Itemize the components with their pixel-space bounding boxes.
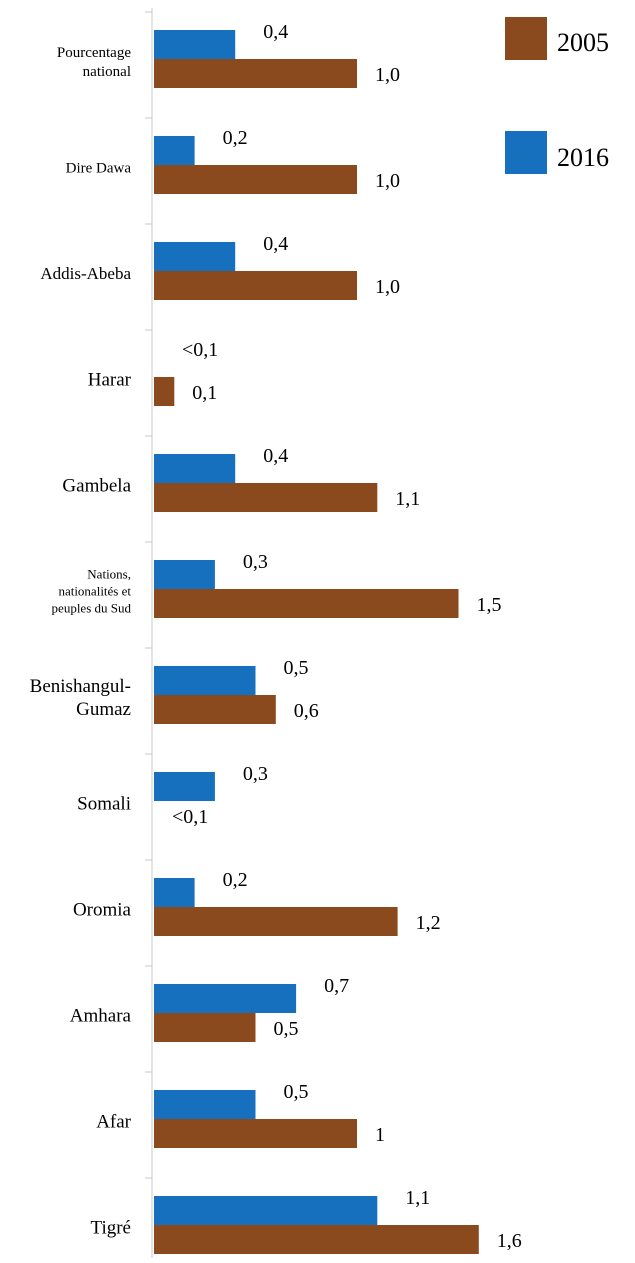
bar-2016-2 bbox=[154, 136, 195, 165]
value-label-2016-10: 0,7 bbox=[324, 975, 349, 997]
bar-2005-5 bbox=[154, 483, 378, 512]
legend: 2005 2016 bbox=[505, 17, 609, 174]
value-label-2005-10: 0,5 bbox=[274, 1018, 299, 1040]
bar-2016-11 bbox=[154, 1090, 256, 1119]
value-label-2016-2: 0,2 bbox=[223, 127, 248, 149]
value-labels: 0,4 1,0 0,2 1,0 0,4 1,0 <0,1 0,1 0,4 1,1 0,3 1,5 0,5… bbox=[172, 21, 522, 1252]
legend-label-2005: 2005 bbox=[557, 28, 609, 57]
bar-2005-4 bbox=[154, 377, 175, 406]
bar-2016-10 bbox=[154, 984, 297, 1013]
legend-swatch-2016 bbox=[505, 131, 547, 174]
category-label-3: Addis-Abeba bbox=[40, 264, 131, 283]
category-label-7: Benishangul-Gumaz bbox=[30, 676, 131, 720]
bar-2005-2 bbox=[154, 165, 357, 194]
category-label-8: Somali bbox=[77, 794, 131, 815]
bar-2005-12 bbox=[154, 1225, 479, 1254]
axis-ticks bbox=[145, 11, 152, 1179]
bar-2005-10 bbox=[154, 1013, 256, 1042]
category-label-2: Dire Dawa bbox=[66, 160, 132, 176]
value-label-2016-3: 0,4 bbox=[263, 233, 288, 255]
category-label-1: Pourcentage national bbox=[57, 45, 131, 80]
value-label-2016-5: 0,4 bbox=[263, 445, 288, 467]
value-label-2005-4: 0,1 bbox=[192, 382, 217, 404]
bar-2005-9 bbox=[154, 907, 398, 936]
bar-2016-3 bbox=[154, 242, 236, 271]
bar-2005-6 bbox=[154, 589, 459, 618]
bar-2016-6 bbox=[154, 560, 215, 589]
legend-label-2016: 2016 bbox=[557, 143, 609, 172]
legend-swatch-2005 bbox=[505, 17, 547, 60]
bar-2005-1 bbox=[154, 59, 357, 88]
bar-2005-7 bbox=[154, 695, 276, 724]
bar-2016-12 bbox=[154, 1196, 378, 1225]
value-label-2005-11: 1 bbox=[375, 1124, 385, 1146]
value-label-2016-8: 0,3 bbox=[243, 763, 268, 785]
value-label-2016-9: 0,2 bbox=[223, 869, 248, 891]
value-label-2016-11: 0,5 bbox=[284, 1081, 309, 1103]
value-label-2005-7: 0,6 bbox=[294, 700, 319, 722]
value-label-2005-3: 1,0 bbox=[375, 276, 400, 298]
category-label-11: Afar bbox=[96, 1112, 131, 1133]
bar-2016-1 bbox=[154, 30, 236, 59]
value-label-2016-6: 0,3 bbox=[243, 551, 268, 573]
category-label-5: Gambela bbox=[62, 476, 131, 497]
category-label-6: Nations, nationalités et peuples du Sud bbox=[52, 567, 132, 616]
value-label-2016-7: 0,5 bbox=[284, 657, 309, 679]
bar-2016-9 bbox=[154, 878, 195, 907]
value-label-2005-6: 1,5 bbox=[477, 594, 502, 616]
bar-2005-11 bbox=[154, 1119, 357, 1148]
value-label-2005-12: 1,6 bbox=[497, 1230, 522, 1252]
value-label-2005-2: 1,0 bbox=[375, 170, 400, 192]
value-label-2016-1: 0,4 bbox=[263, 21, 288, 43]
category-label-9: Oromia bbox=[73, 900, 132, 921]
bar-2016-7 bbox=[154, 666, 256, 695]
category-label-4: Harar bbox=[88, 370, 132, 391]
category-labels: Pourcentage national Dire Dawa Addis-Abeba H… bbox=[30, 45, 132, 1239]
value-label-2005-5: 1,1 bbox=[395, 488, 420, 510]
value-label-2005-9: 1,2 bbox=[416, 912, 441, 934]
value-label-2005-8: <0,1 bbox=[172, 806, 208, 828]
bar-2005-3 bbox=[154, 271, 357, 300]
bar-marks bbox=[154, 30, 479, 1254]
value-label-2016-4: <0,1 bbox=[182, 339, 218, 361]
value-label-2005-1: 1,0 bbox=[375, 64, 400, 86]
bar-2016-5 bbox=[154, 454, 236, 483]
category-label-12: Tigré bbox=[91, 1218, 131, 1239]
category-label-10: Amhara bbox=[70, 1006, 132, 1027]
bar-2016-8 bbox=[154, 772, 215, 801]
value-label-2016-12: 1,1 bbox=[405, 1187, 430, 1209]
